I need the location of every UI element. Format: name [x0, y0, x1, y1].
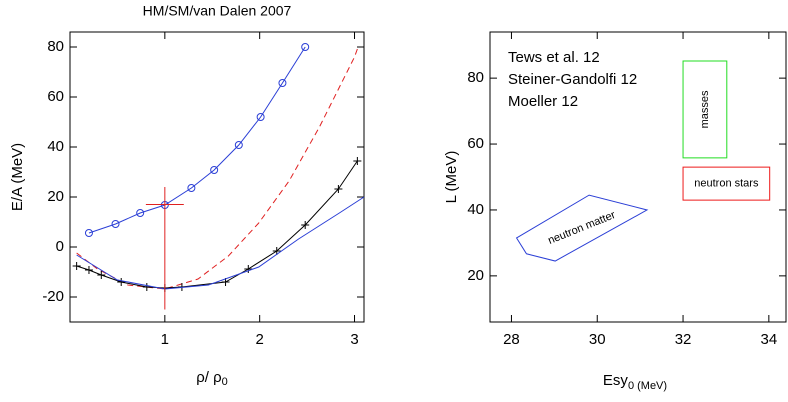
y-tick-label: 20 — [467, 267, 484, 284]
x-label-main: ρ/ ρ — [196, 369, 221, 386]
y-axis-label: E/A (MeV) — [9, 143, 26, 211]
legend-entry: Tews et al. 12 — [508, 49, 600, 66]
region — [682, 60, 728, 159]
plot-frame — [69, 31, 365, 323]
region — [515, 194, 649, 262]
y-tick-label: 80 — [467, 69, 484, 86]
series-line — [76, 196, 365, 290]
y-tick-label: 40 — [467, 201, 484, 218]
region — [682, 166, 771, 201]
y-axis-label: L (MeV) — [443, 151, 460, 204]
legend-entry: Steiner-Gandolfi 12 — [508, 71, 637, 88]
point — [301, 43, 310, 51]
point — [334, 185, 343, 193]
point — [111, 220, 120, 228]
x-label-sub: 0 (MeV) — [628, 380, 667, 392]
point — [84, 266, 93, 274]
point — [244, 265, 253, 273]
point — [301, 221, 310, 229]
x-tick-label: 2 — [256, 331, 264, 348]
series-line — [76, 48, 358, 290]
point — [97, 271, 106, 279]
point — [84, 229, 93, 237]
x-tick-label: 3 — [350, 331, 358, 348]
point — [142, 283, 151, 291]
x-tick-label: 34 — [760, 331, 777, 348]
x-label-sub: 0 — [222, 376, 228, 388]
point — [353, 157, 362, 165]
x-tick-label: 1 — [161, 331, 169, 348]
x-tick-label: 30 — [589, 331, 606, 348]
region-label: neutron stars — [694, 177, 759, 189]
x-label-main: Esy — [603, 372, 629, 389]
x-axis-label: ρ/ ρ0 — [196, 369, 228, 388]
point — [272, 247, 281, 255]
legend-entry: Moeller 12 — [508, 93, 578, 110]
y-tick-label: -20 — [42, 288, 64, 305]
plot-frame — [489, 31, 787, 323]
x-tick-label: 32 — [675, 331, 692, 348]
y-tick-label: 40 — [47, 138, 64, 155]
region-label: masses — [699, 90, 711, 128]
y-tick-label: 0 — [56, 238, 64, 255]
y-tick-label: 20 — [47, 188, 64, 205]
point — [136, 209, 145, 217]
point — [278, 79, 287, 87]
series-line — [88, 46, 306, 234]
point — [117, 278, 126, 286]
point — [210, 166, 219, 174]
y-tick-label: 80 — [47, 38, 64, 55]
point — [187, 184, 196, 192]
point — [256, 113, 265, 121]
point — [72, 262, 81, 270]
x-tick-label: 28 — [503, 331, 520, 348]
chart-title: HM/SM/van Dalen 2007 — [143, 3, 292, 19]
x-axis-label: Esy0 (MeV) — [603, 372, 667, 392]
y-tick-label: 60 — [47, 88, 64, 105]
y-tick-label: 60 — [467, 135, 484, 152]
point — [234, 141, 243, 149]
